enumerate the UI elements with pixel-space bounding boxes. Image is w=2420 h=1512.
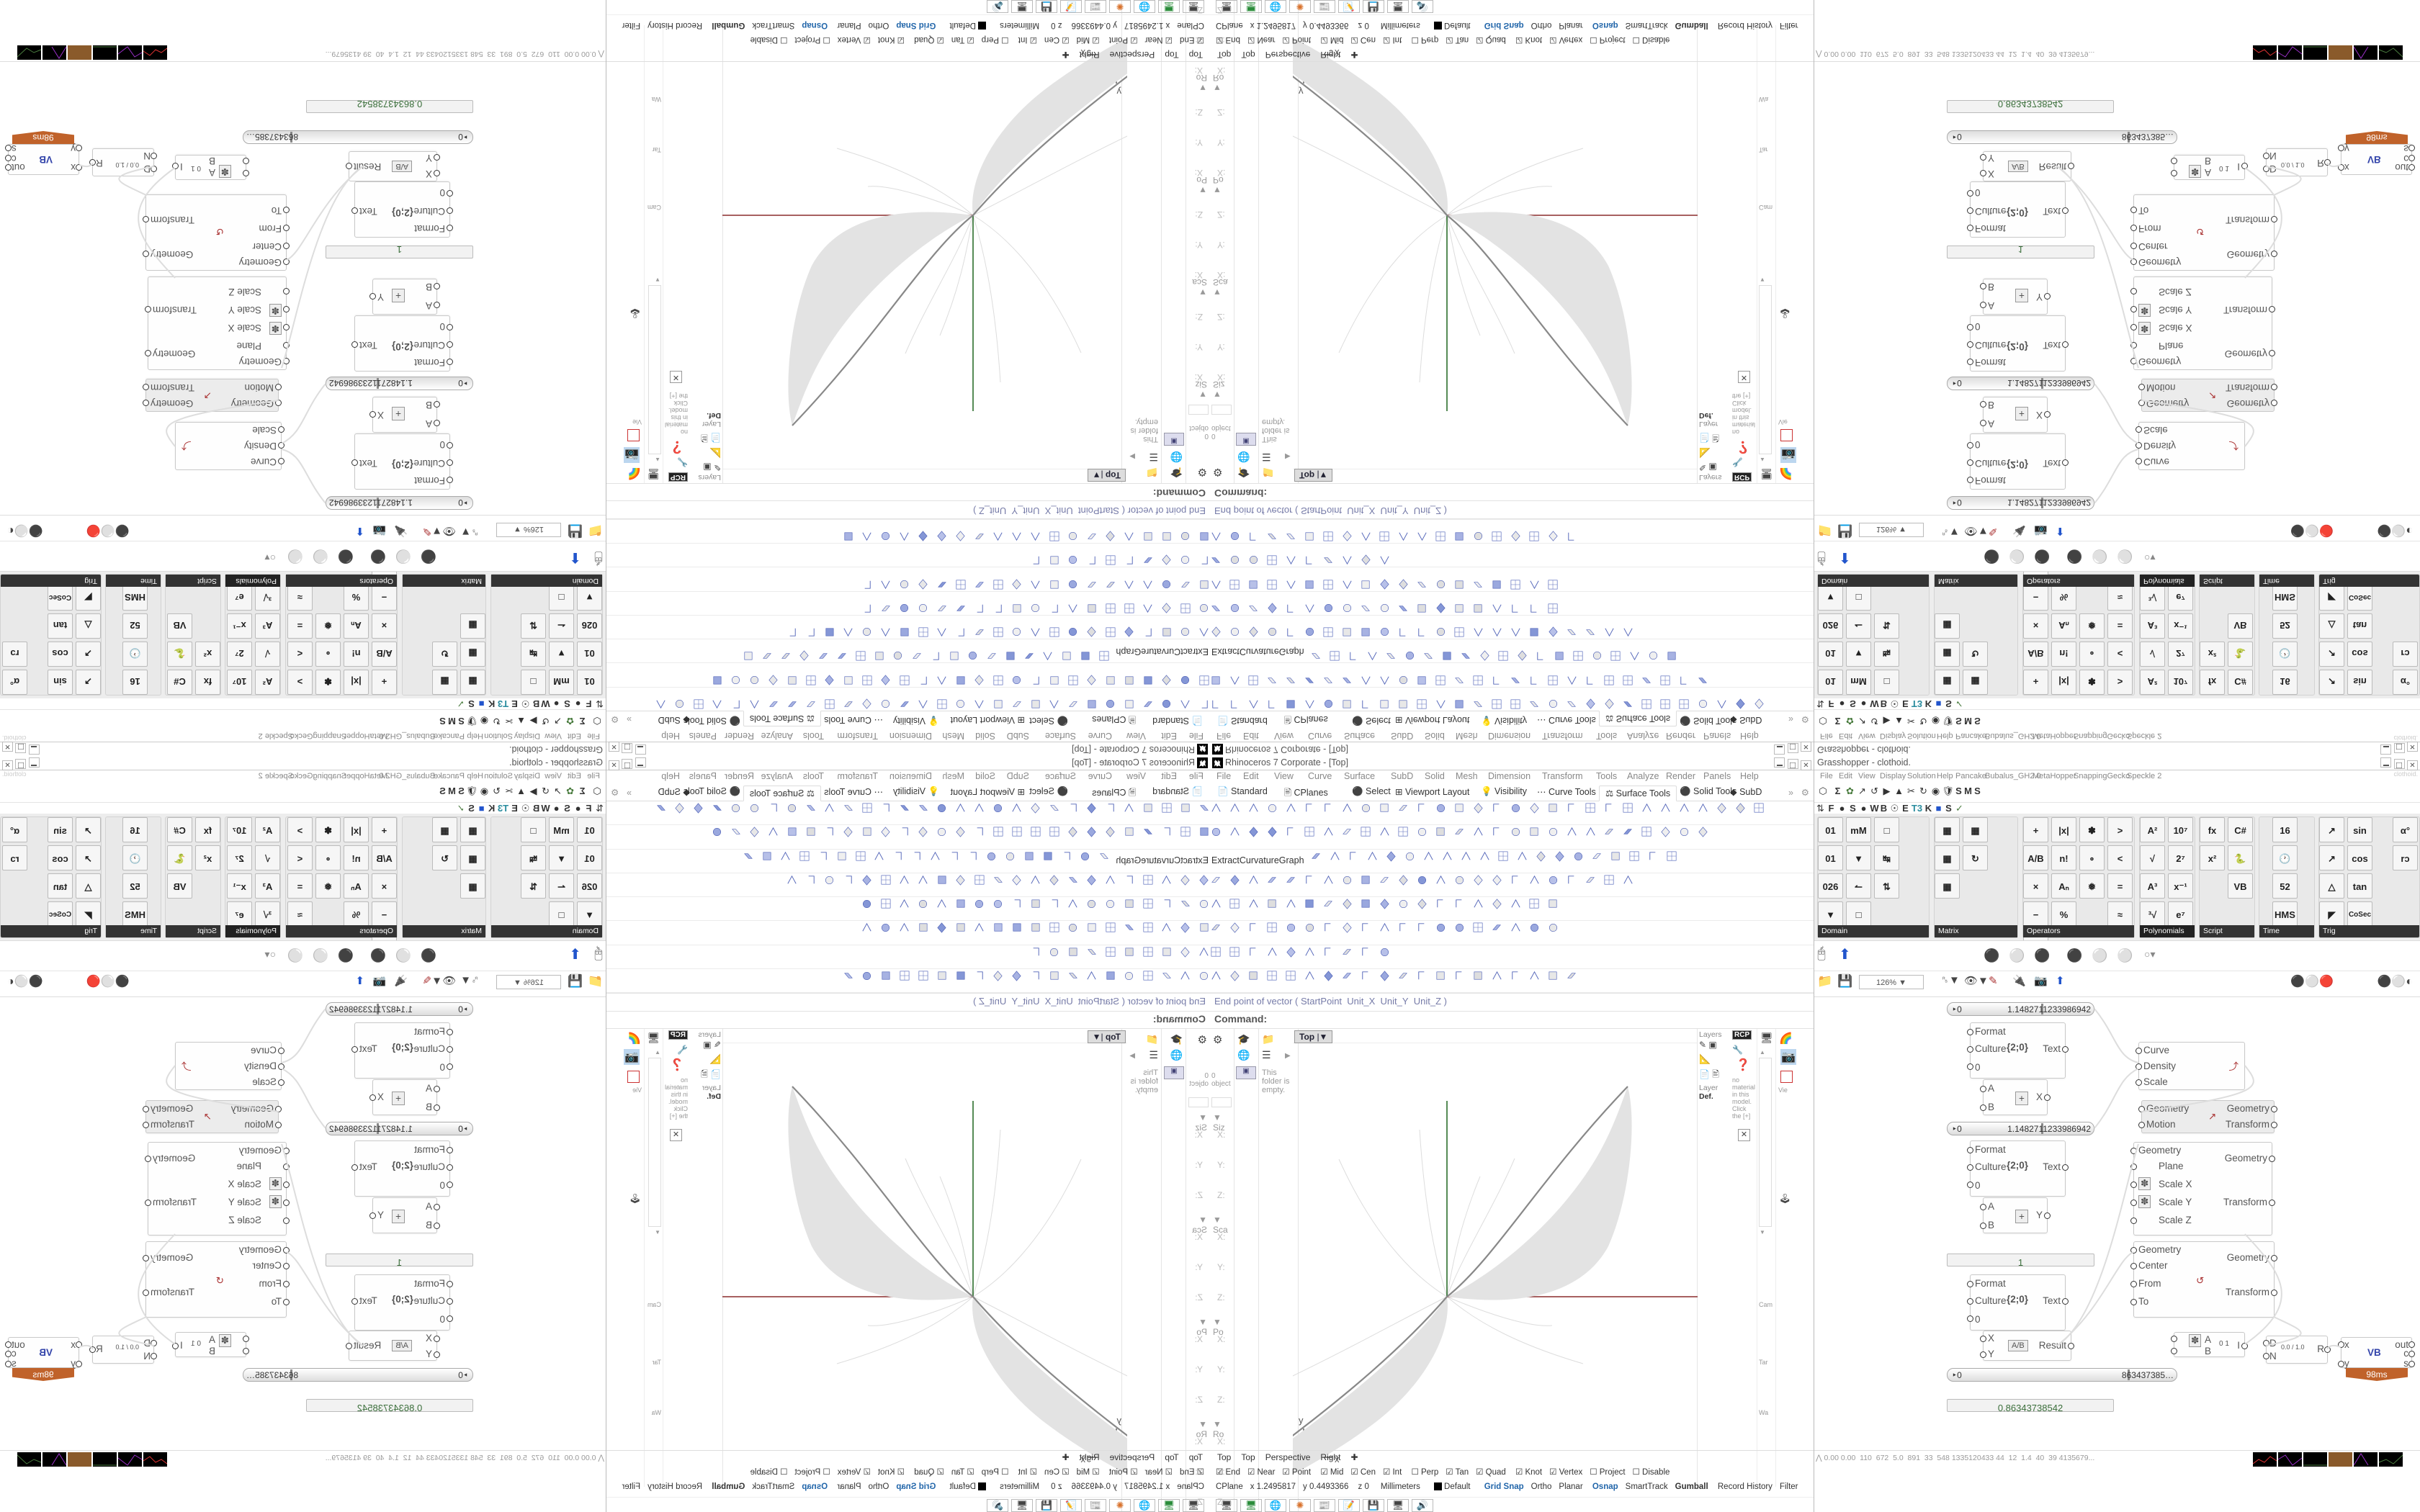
svg-text:y: y — [1116, 86, 1121, 97]
svg-text:y: y — [1299, 1415, 1304, 1426]
svg-text:y: y — [1116, 1415, 1121, 1426]
svg-text:y: y — [1299, 86, 1304, 97]
